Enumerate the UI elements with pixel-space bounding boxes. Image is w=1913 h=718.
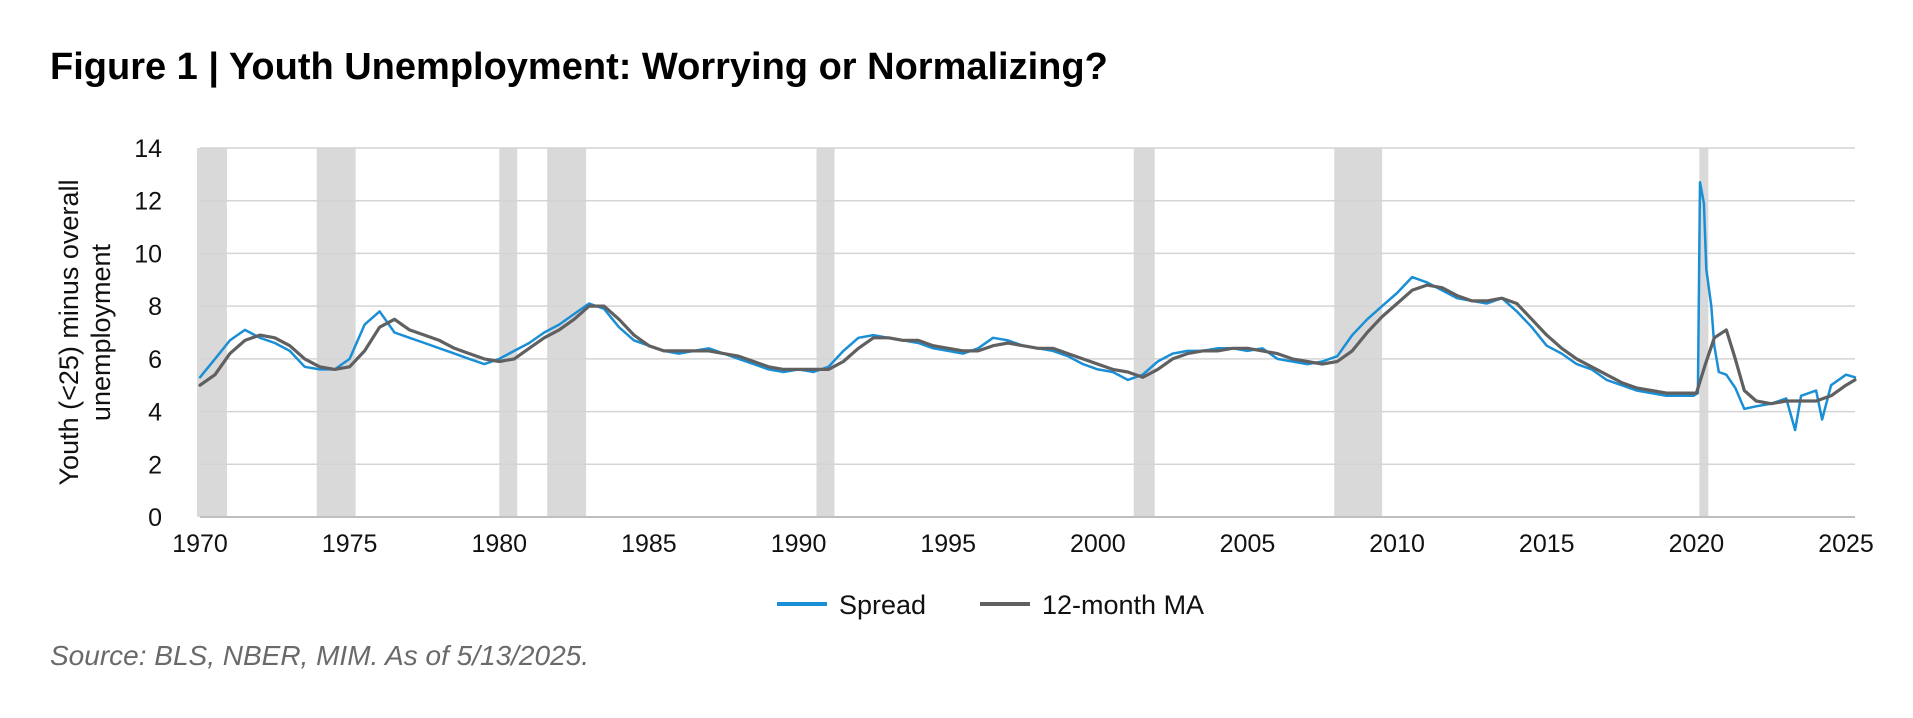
recession-band: [499, 148, 518, 517]
recession-band: [316, 148, 356, 517]
y-axis-label-line-1: Youth (<25) minus overall: [54, 180, 84, 486]
legend-label-spread: Spread: [839, 590, 926, 620]
recession-band: [1133, 148, 1155, 517]
x-tick-label: 1980: [471, 530, 527, 558]
y-axis-ticks: 0 2 4 6 8 10 12 14: [134, 135, 162, 532]
series-lines: [198, 181, 1857, 432]
y-tick-label: 10: [134, 240, 162, 268]
legend: Spread 12-month MA: [777, 590, 1204, 620]
x-tick-label: 1995: [920, 530, 976, 558]
recession-bands: [197, 148, 1709, 517]
y-tick-label: 14: [134, 135, 162, 163]
legend-label-12-month-ma: 12-month MA: [1042, 590, 1204, 620]
x-tick-label: 1990: [771, 530, 827, 558]
x-tick-label: 2000: [1070, 530, 1126, 558]
recession-band: [816, 148, 835, 517]
recession-band: [1699, 148, 1709, 517]
series-line-spread: [198, 181, 1857, 432]
x-tick-label: 2010: [1369, 530, 1425, 558]
y-axis-label-line-2: unemployment: [86, 243, 116, 421]
y-tick-label: 12: [134, 188, 162, 216]
x-axis-ticks: 1970 1975 1980 1985 1990 1995 2000 2005 2010 2015…: [172, 530, 1874, 558]
y-tick-label: 0: [148, 504, 162, 532]
x-tick-label: 2015: [1519, 530, 1575, 558]
x-tick-label: 1975: [322, 530, 378, 558]
gridlines: [200, 147, 1855, 466]
source-note: Source: BLS, NBER, MIM. As of 5/13/2025.: [50, 640, 589, 671]
y-tick-label: 4: [148, 399, 162, 427]
x-tick-label: 1970: [172, 530, 228, 558]
x-tick-label: 2025: [1818, 530, 1874, 558]
x-tick-label: 2020: [1669, 530, 1725, 558]
recession-band: [1334, 148, 1383, 517]
y-tick-label: 2: [148, 451, 162, 479]
chart-title: Figure 1 | Youth Unemployment: Worrying …: [50, 46, 1108, 88]
y-tick-label: 8: [148, 293, 162, 321]
x-tick-label: 1985: [621, 530, 677, 558]
y-tick-label: 6: [148, 346, 162, 374]
series-line-12-month-ma: [198, 283, 1857, 406]
recession-band: [197, 148, 227, 517]
x-tick-label: 2005: [1220, 530, 1276, 558]
